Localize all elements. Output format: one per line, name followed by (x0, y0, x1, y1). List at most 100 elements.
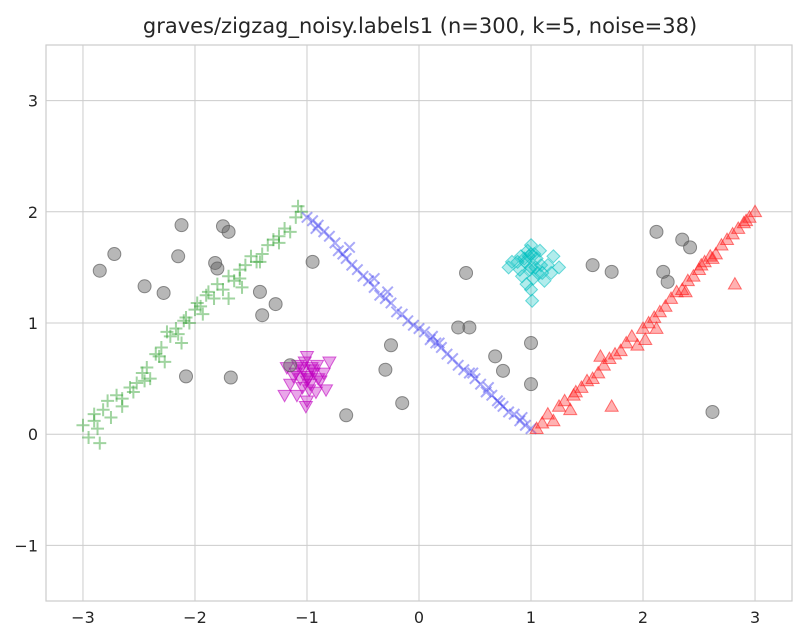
data-point (524, 377, 539, 392)
data-point (93, 436, 107, 450)
data-point (663, 291, 679, 304)
data-point (516, 411, 528, 424)
data-point (693, 257, 709, 271)
data-point (604, 264, 619, 279)
plot-frame (45, 44, 793, 602)
data-point (255, 247, 269, 261)
data-point (308, 386, 324, 400)
data-point (149, 347, 163, 361)
data-point (210, 261, 225, 276)
data-point (519, 276, 534, 292)
data-point (540, 406, 556, 420)
data-point (488, 349, 503, 364)
x-tick-label: 3 (750, 608, 760, 627)
data-point (160, 325, 174, 339)
tick-labels: −3 −2 −1 0 1 2 3 −1 0 1 2 3 (14, 92, 760, 627)
data-point (537, 273, 552, 288)
data-point (194, 299, 208, 313)
data-point (435, 341, 448, 354)
data-point (546, 413, 561, 427)
data-point (199, 288, 213, 302)
y-tick-label: 2 (28, 203, 38, 222)
data-point (407, 319, 420, 332)
data-point (395, 396, 410, 411)
data-point (457, 363, 470, 376)
x-tick-label: 0 (414, 608, 424, 627)
data-point (441, 348, 453, 361)
x-tick-label: −1 (295, 608, 319, 627)
data-point (533, 257, 549, 273)
data-point (266, 233, 280, 247)
data-point (383, 338, 398, 353)
data-point (351, 263, 364, 276)
data-point (613, 343, 628, 357)
x-tick-label: −2 (183, 608, 207, 627)
data-point (299, 375, 315, 389)
data-point (727, 276, 743, 290)
data-point (244, 249, 258, 263)
data-point (429, 337, 442, 349)
data-point (451, 320, 466, 335)
data-point (208, 255, 223, 270)
data-point (482, 381, 495, 394)
data-point (401, 314, 414, 327)
data-point (604, 398, 620, 412)
data-point (585, 258, 600, 273)
data-points (76, 199, 763, 450)
data-point (76, 418, 90, 432)
data-point (301, 211, 313, 224)
data-point (306, 214, 319, 227)
data-point (519, 419, 532, 432)
data-point (302, 378, 318, 392)
y-tick-label: −1 (14, 536, 38, 555)
data-point (339, 408, 354, 423)
data-point (92, 263, 107, 278)
data-point (317, 225, 330, 238)
data-point (210, 277, 224, 291)
data-point (738, 213, 754, 227)
data-point (252, 284, 267, 299)
data-point (669, 284, 684, 298)
data-point (336, 248, 349, 260)
data-point (660, 274, 675, 289)
data-point (418, 325, 431, 338)
x-tick-label: 1 (526, 608, 536, 627)
data-point (459, 265, 474, 280)
data-point (174, 218, 189, 233)
data-point (152, 349, 166, 363)
data-point (593, 348, 608, 362)
data-point (268, 297, 283, 312)
data-point (513, 249, 529, 264)
data-point (227, 274, 241, 288)
data-point (508, 408, 521, 421)
data-point (332, 244, 345, 257)
data-point (278, 221, 292, 235)
data-point (368, 272, 381, 285)
data-point (462, 320, 477, 335)
data-point (123, 380, 137, 394)
data-point (222, 292, 236, 306)
data-point (179, 310, 193, 324)
data-point (523, 237, 539, 253)
series-triangle-up (529, 204, 763, 435)
data-point (156, 285, 171, 300)
data-point (546, 249, 561, 264)
data-point (130, 376, 144, 390)
y-tick-label: 0 (28, 425, 38, 444)
data-point (140, 360, 154, 374)
data-point (294, 205, 308, 219)
data-point (310, 222, 322, 235)
data-point (480, 386, 493, 398)
x-tick-label: 2 (638, 608, 648, 627)
series-x (301, 211, 537, 435)
data-point (579, 373, 595, 387)
data-point (223, 370, 238, 385)
series-circle (92, 218, 720, 423)
grid-lines (46, 45, 792, 601)
data-point (115, 392, 129, 406)
data-point (362, 274, 375, 287)
data-point (286, 371, 301, 384)
data-point (115, 399, 129, 413)
data-point (485, 389, 498, 402)
data-point (357, 270, 369, 283)
